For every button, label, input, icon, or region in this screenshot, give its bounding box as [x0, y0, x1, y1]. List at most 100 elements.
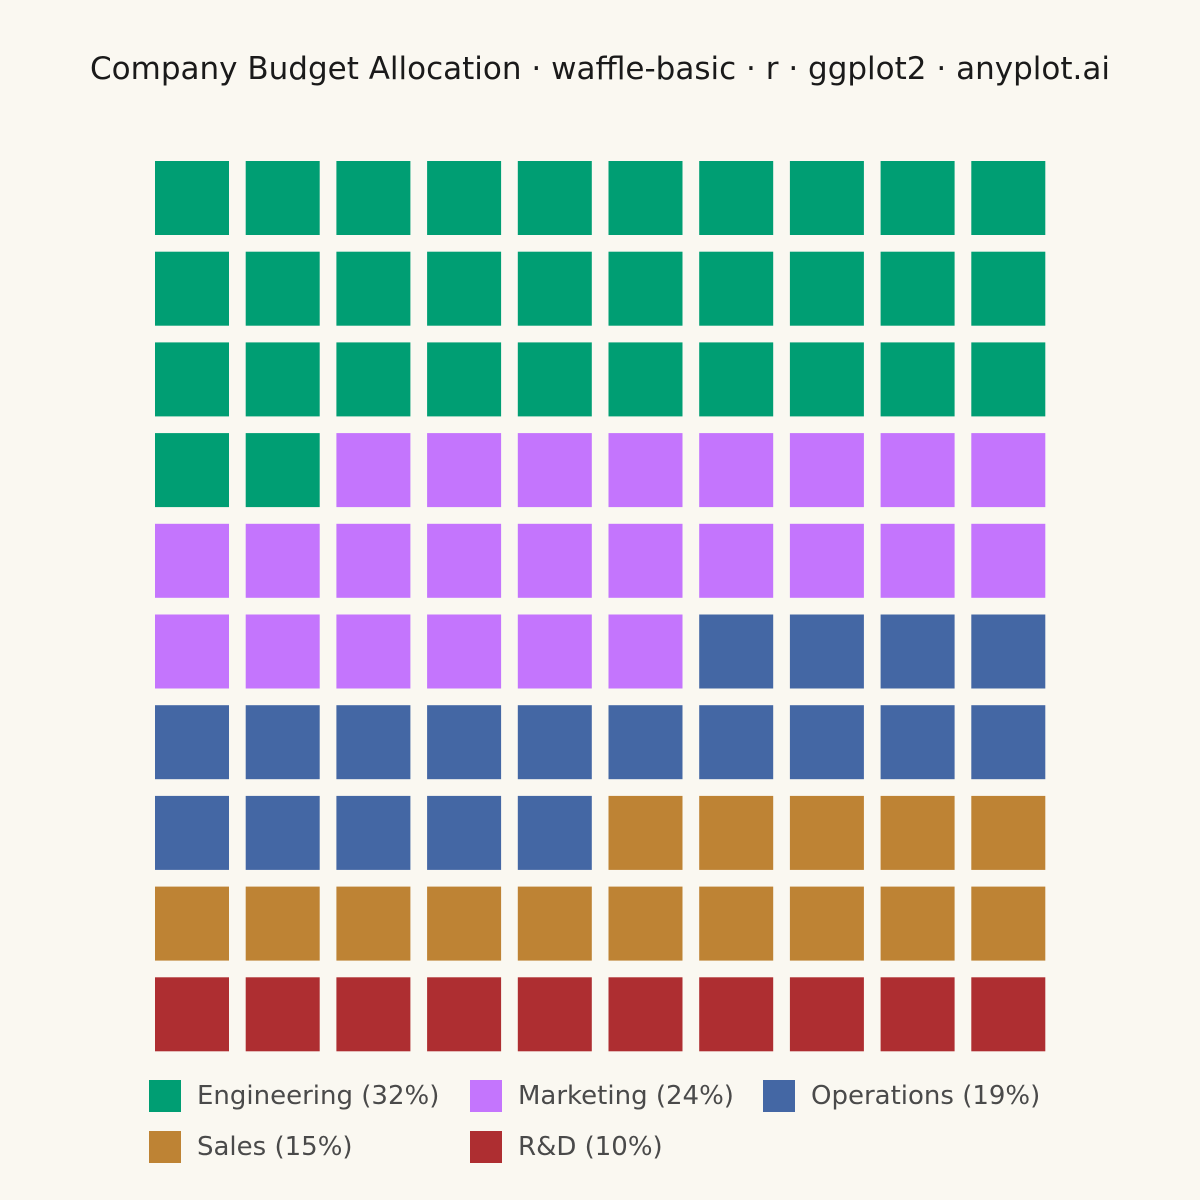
- waffle-cell-sales: [608, 795, 683, 870]
- waffle-cell-rnd: [517, 977, 592, 1052]
- waffle-cell-sales: [971, 795, 1046, 870]
- waffle-cell-operations: [245, 795, 320, 870]
- waffle-cell-sales: [699, 795, 774, 870]
- waffle-cell-marketing: [427, 523, 502, 598]
- waffle-cell-operations: [880, 705, 955, 780]
- waffle-cell-operations: [971, 614, 1046, 689]
- waffle-cell-rnd: [789, 977, 864, 1052]
- waffle-cell-operations: [789, 614, 864, 689]
- waffle-cell-marketing: [155, 614, 229, 689]
- waffle-grid: [155, 161, 1046, 1052]
- waffle-cell-marketing: [155, 523, 229, 598]
- waffle-cell-engineering: [427, 251, 502, 326]
- waffle-cell-engineering: [517, 251, 592, 326]
- waffle-cell-marketing: [971, 433, 1046, 508]
- waffle-cell-sales: [789, 795, 864, 870]
- waffle-cell-marketing: [517, 614, 592, 689]
- waffle-cell-marketing: [880, 433, 955, 508]
- waffle-cell-engineering: [789, 161, 864, 235]
- waffle-cell-engineering: [245, 342, 320, 417]
- waffle-cell-marketing: [517, 433, 592, 508]
- waffle-cell-engineering: [517, 342, 592, 417]
- waffle-cell-marketing: [427, 614, 502, 689]
- waffle-cell-sales: [971, 886, 1046, 961]
- waffle-cell-engineering: [336, 161, 411, 235]
- waffle-cell-operations: [699, 705, 774, 780]
- waffle-cell-engineering: [699, 342, 774, 417]
- waffle-cell-marketing: [789, 433, 864, 508]
- waffle-cell-operations: [880, 614, 955, 689]
- waffle-cell-sales: [608, 886, 683, 961]
- waffle-cell-engineering: [155, 161, 229, 235]
- waffle-cell-operations: [789, 705, 864, 780]
- waffle-cell-sales: [336, 886, 411, 961]
- waffle-cell-engineering: [608, 342, 683, 417]
- waffle-cell-marketing: [880, 523, 955, 598]
- waffle-cell-engineering: [880, 251, 955, 326]
- waffle-cell-operations: [245, 705, 320, 780]
- waffle-cell-marketing: [245, 523, 320, 598]
- waffle-cell-engineering: [971, 161, 1046, 235]
- waffle-cell-rnd: [155, 977, 229, 1052]
- waffle-cell-engineering: [880, 342, 955, 417]
- waffle-cell-engineering: [608, 251, 683, 326]
- waffle-cell-engineering: [245, 161, 320, 235]
- waffle-cell-engineering: [971, 251, 1046, 326]
- waffle-cell-marketing: [608, 614, 683, 689]
- waffle-cell-rnd: [245, 977, 320, 1052]
- waffle-cell-engineering: [789, 342, 864, 417]
- waffle-cell-sales: [880, 795, 955, 870]
- waffle-cell-engineering: [427, 342, 502, 417]
- waffle-cell-marketing: [336, 523, 411, 598]
- waffle-cell-engineering: [155, 342, 229, 417]
- waffle-cell-sales: [155, 886, 229, 961]
- waffle-cell-sales: [245, 886, 320, 961]
- waffle-cell-operations: [427, 705, 502, 780]
- waffle-cell-marketing: [336, 614, 411, 689]
- waffle-cell-rnd: [336, 977, 411, 1052]
- waffle-cell-marketing: [789, 523, 864, 598]
- waffle-cell-engineering: [427, 161, 502, 235]
- waffle-cell-engineering: [699, 251, 774, 326]
- waffle-cell-operations: [427, 795, 502, 870]
- waffle-cell-engineering: [971, 342, 1046, 417]
- waffle-cell-engineering: [336, 342, 411, 417]
- waffle-cell-sales: [517, 886, 592, 961]
- waffle-cell-engineering: [245, 251, 320, 326]
- waffle-cell-operations: [517, 795, 592, 870]
- waffle-cell-marketing: [699, 433, 774, 508]
- waffle-cell-operations: [336, 795, 411, 870]
- waffle-cell-marketing: [336, 433, 411, 508]
- waffle-cell-operations: [971, 705, 1046, 780]
- waffle-cell-engineering: [880, 161, 955, 235]
- waffle-cell-sales: [699, 886, 774, 961]
- waffle-cell-operations: [336, 705, 411, 780]
- waffle-cell-engineering: [699, 161, 774, 235]
- waffle-cell-operations: [155, 795, 229, 870]
- waffle-cell-engineering: [608, 161, 683, 235]
- waffle-cell-engineering: [155, 251, 229, 326]
- waffle-cell-rnd: [880, 977, 955, 1052]
- waffle-cell-sales: [789, 886, 864, 961]
- waffle-cell-operations: [517, 705, 592, 780]
- waffle-cell-marketing: [608, 433, 683, 508]
- waffle-cell-sales: [880, 886, 955, 961]
- chart-title: Company Budget Allocation · waffle-basic…: [90, 51, 1110, 87]
- waffle-cell-operations: [699, 614, 774, 689]
- waffle-cell-marketing: [971, 523, 1046, 598]
- waffle-cell-rnd: [608, 977, 683, 1052]
- waffle-cell-engineering: [789, 251, 864, 326]
- waffle-cell-engineering: [517, 161, 592, 235]
- waffle-cell-engineering: [155, 433, 229, 508]
- waffle-cell-marketing: [699, 523, 774, 598]
- waffle-cell-marketing: [608, 523, 683, 598]
- waffle-cell-marketing: [517, 523, 592, 598]
- waffle-cell-operations: [608, 705, 683, 780]
- waffle-cell-marketing: [427, 433, 502, 508]
- waffle-cell-operations: [155, 705, 229, 780]
- waffle-cell-rnd: [971, 977, 1046, 1052]
- waffle-cell-engineering: [336, 251, 411, 326]
- waffle-cell-engineering: [245, 433, 320, 508]
